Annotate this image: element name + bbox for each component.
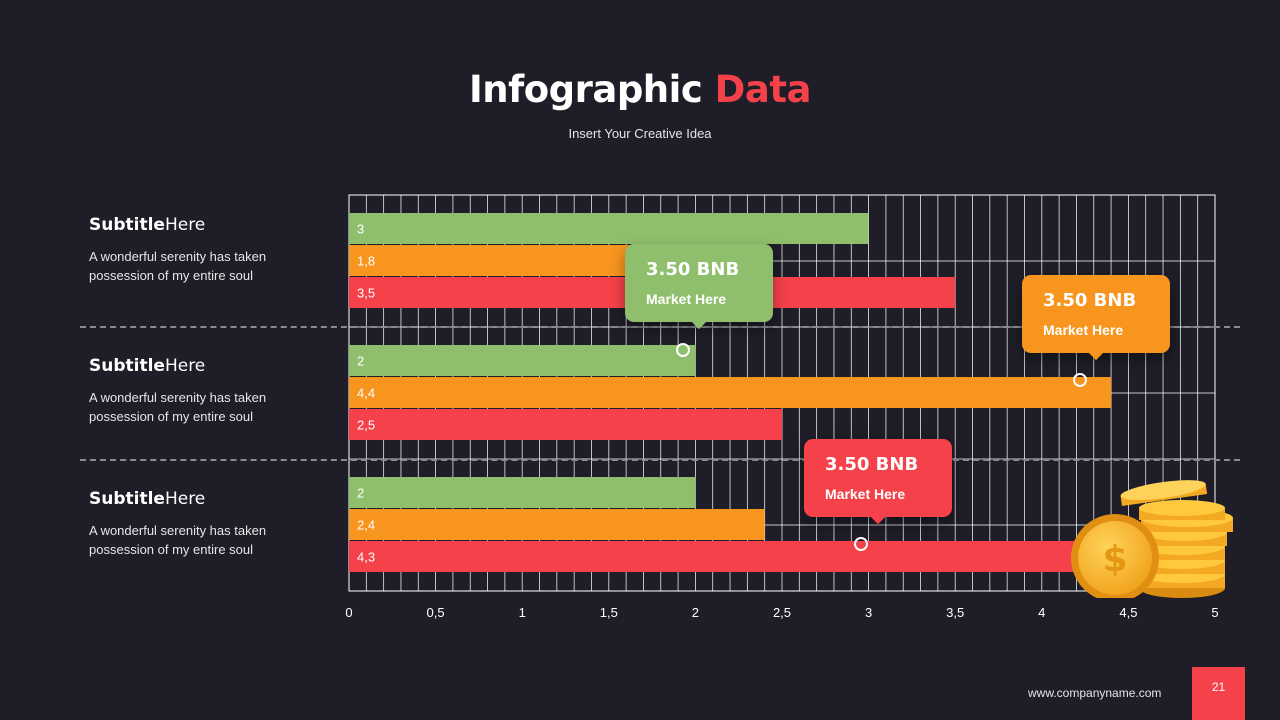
bar-value-label: 3	[357, 222, 364, 237]
callout-green: 3.50 BNB Market Here	[625, 244, 773, 330]
dollar-coin-face	[1078, 521, 1152, 595]
coin-stack-icon: $	[1071, 480, 1233, 598]
group-2-title: SubtitleHere	[89, 356, 206, 376]
x-tick-label: 0,5	[427, 605, 445, 620]
x-tick-label: 2	[692, 605, 699, 620]
bar-group3-2	[349, 509, 765, 540]
x-tick-label: 2,5	[773, 605, 791, 620]
group-divider-1	[80, 326, 1240, 328]
callout-red: 3.50 BNB Market Here	[804, 439, 952, 525]
callout-marker	[1073, 373, 1087, 387]
page-number-badge: 21	[1192, 667, 1245, 720]
bar-group3-1	[349, 477, 696, 508]
callout-orange: 3.50 BNB Market Here	[1022, 275, 1170, 361]
bar-group2-3	[349, 409, 782, 440]
callout-orange-value: 3.50 BNB	[1043, 290, 1137, 311]
page-title: Infographic Data	[0, 68, 1280, 111]
bar-value-label: 4,3	[357, 550, 375, 565]
bar-value-label: 3,5	[357, 286, 375, 301]
x-tick-label: 4	[1038, 605, 1045, 620]
bar-group1-1	[349, 213, 869, 244]
bar-value-label: 2	[357, 486, 364, 501]
x-tick-label: 0	[345, 605, 352, 620]
x-tick-label: 3,5	[946, 605, 964, 620]
dollar-sign-icon: $	[1102, 539, 1127, 580]
group-1-text: SubtitleHere A wonderful serenity has ta…	[89, 215, 329, 285]
callout-marker	[854, 537, 868, 551]
group-2-text: SubtitleHere A wonderful serenity has ta…	[89, 356, 329, 426]
group-3-description: A wonderful serenity has taken possession…	[89, 523, 267, 557]
bar-group3-3	[349, 541, 1094, 572]
bar-value-label: 2	[357, 354, 364, 369]
coin-stack	[1120, 480, 1233, 598]
callout-red-label: Market Here	[825, 486, 906, 502]
callout-green-label: Market Here	[646, 291, 727, 307]
group-3-title: SubtitleHere	[89, 489, 206, 509]
bar-group2-2	[349, 377, 1112, 408]
bar-value-label: 4,4	[357, 386, 375, 401]
group-1-description: A wonderful serenity has taken possession…	[89, 249, 267, 283]
x-tick-label: 1	[519, 605, 526, 620]
bar-value-label: 2,5	[357, 418, 375, 433]
x-tick-label: 5	[1211, 605, 1218, 620]
group-divider-2	[80, 459, 1240, 461]
footer-url: www.companyname.com	[1028, 686, 1162, 700]
bar-group1-2	[349, 245, 661, 276]
bar-value-label: 2,4	[357, 518, 375, 533]
group-2-description: A wonderful serenity has taken possession…	[89, 390, 267, 424]
callout-orange-label: Market Here	[1043, 322, 1124, 338]
bar-value-label: 1,8	[357, 254, 375, 269]
callout-red-value: 3.50 BNB	[825, 454, 919, 475]
callout-green-value: 3.50 BNB	[646, 259, 740, 280]
bar-group2-1	[349, 345, 696, 376]
title-accent: Data	[714, 68, 812, 111]
title-main: Infographic	[469, 68, 703, 111]
callout-marker	[676, 343, 690, 357]
x-tick-label: 1,5	[600, 605, 618, 620]
x-tick-label: 4,5	[1119, 605, 1137, 620]
page-subtitle: Insert Your Creative Idea	[568, 126, 712, 141]
group-3-text: SubtitleHere A wonderful serenity has ta…	[89, 489, 329, 559]
group-1-title: SubtitleHere	[89, 215, 206, 235]
x-tick-label: 3	[865, 605, 872, 620]
